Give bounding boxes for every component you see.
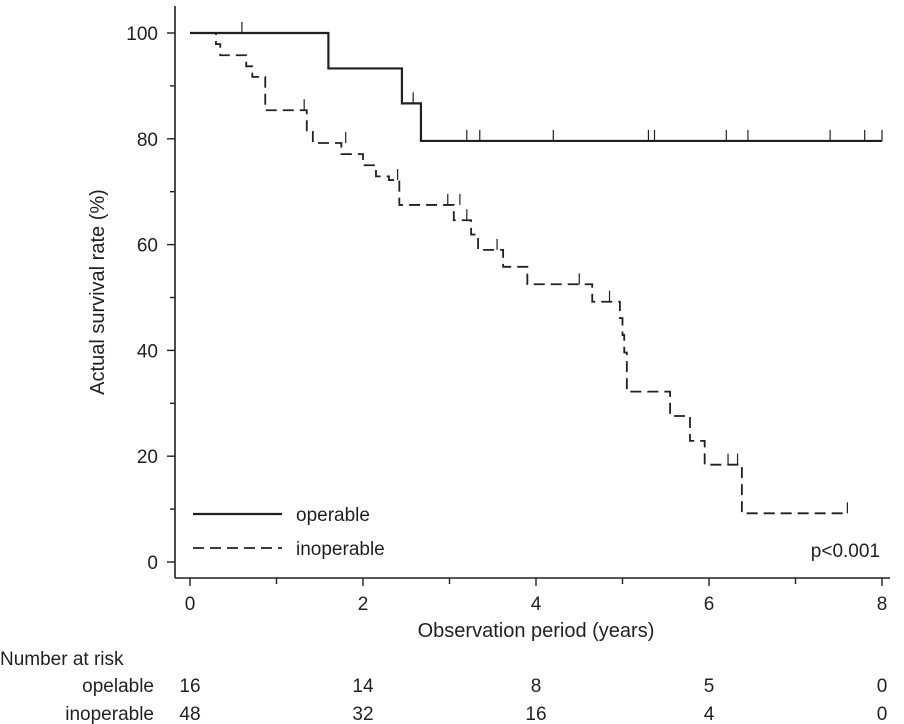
x-tick-label: 0 <box>185 594 196 615</box>
x-tick-label: 6 <box>704 594 715 615</box>
legend: operable inoperable <box>193 505 385 560</box>
legend-label-inoperable: inoperable <box>296 539 385 560</box>
risk-count: 16 <box>525 704 546 724</box>
y-tick-label: 100 <box>126 24 158 45</box>
x-axis-title: Observation period (years) <box>418 620 655 642</box>
risk-count: 4 <box>704 704 715 724</box>
number-at-risk-table: Number at risk opelable 16 14 8 5 0 inoperable… <box>0 649 887 724</box>
survival-curves <box>190 22 883 515</box>
y-axis-ticks: 0 20 40 60 80 100 <box>126 24 175 574</box>
risk-count: 0 <box>877 704 888 724</box>
y-tick-label: 60 <box>137 236 158 257</box>
y-tick-label: 20 <box>137 447 158 468</box>
risk-count: 8 <box>531 676 542 697</box>
y-tick-label: 80 <box>137 130 158 151</box>
risk-count: 16 <box>179 676 200 697</box>
risk-table-title: Number at risk <box>0 649 124 670</box>
x-tick-label: 4 <box>531 594 542 615</box>
y-tick-label: 40 <box>137 341 158 362</box>
risk-row-label: opelable <box>82 676 154 697</box>
risk-count: 0 <box>877 676 888 697</box>
y-axis-title: Actual survival rate (%) <box>87 189 109 395</box>
y-tick-label: 0 <box>147 553 158 574</box>
legend-label-operable: operable <box>296 505 370 526</box>
x-tick-label: 2 <box>358 594 369 615</box>
x-tick-label: 8 <box>877 594 888 615</box>
p-value-annotation: p<0.001 <box>811 541 880 562</box>
survival-curve-operable <box>190 31 882 143</box>
risk-count: 32 <box>352 704 373 724</box>
risk-row-label: inoperable <box>65 704 154 724</box>
risk-count: 5 <box>704 676 715 697</box>
risk-count: 48 <box>179 704 200 724</box>
risk-count: 14 <box>352 676 374 697</box>
survival-curve-inoperable <box>190 32 848 515</box>
x-axis-ticks: 0 2 4 6 8 <box>185 578 888 615</box>
